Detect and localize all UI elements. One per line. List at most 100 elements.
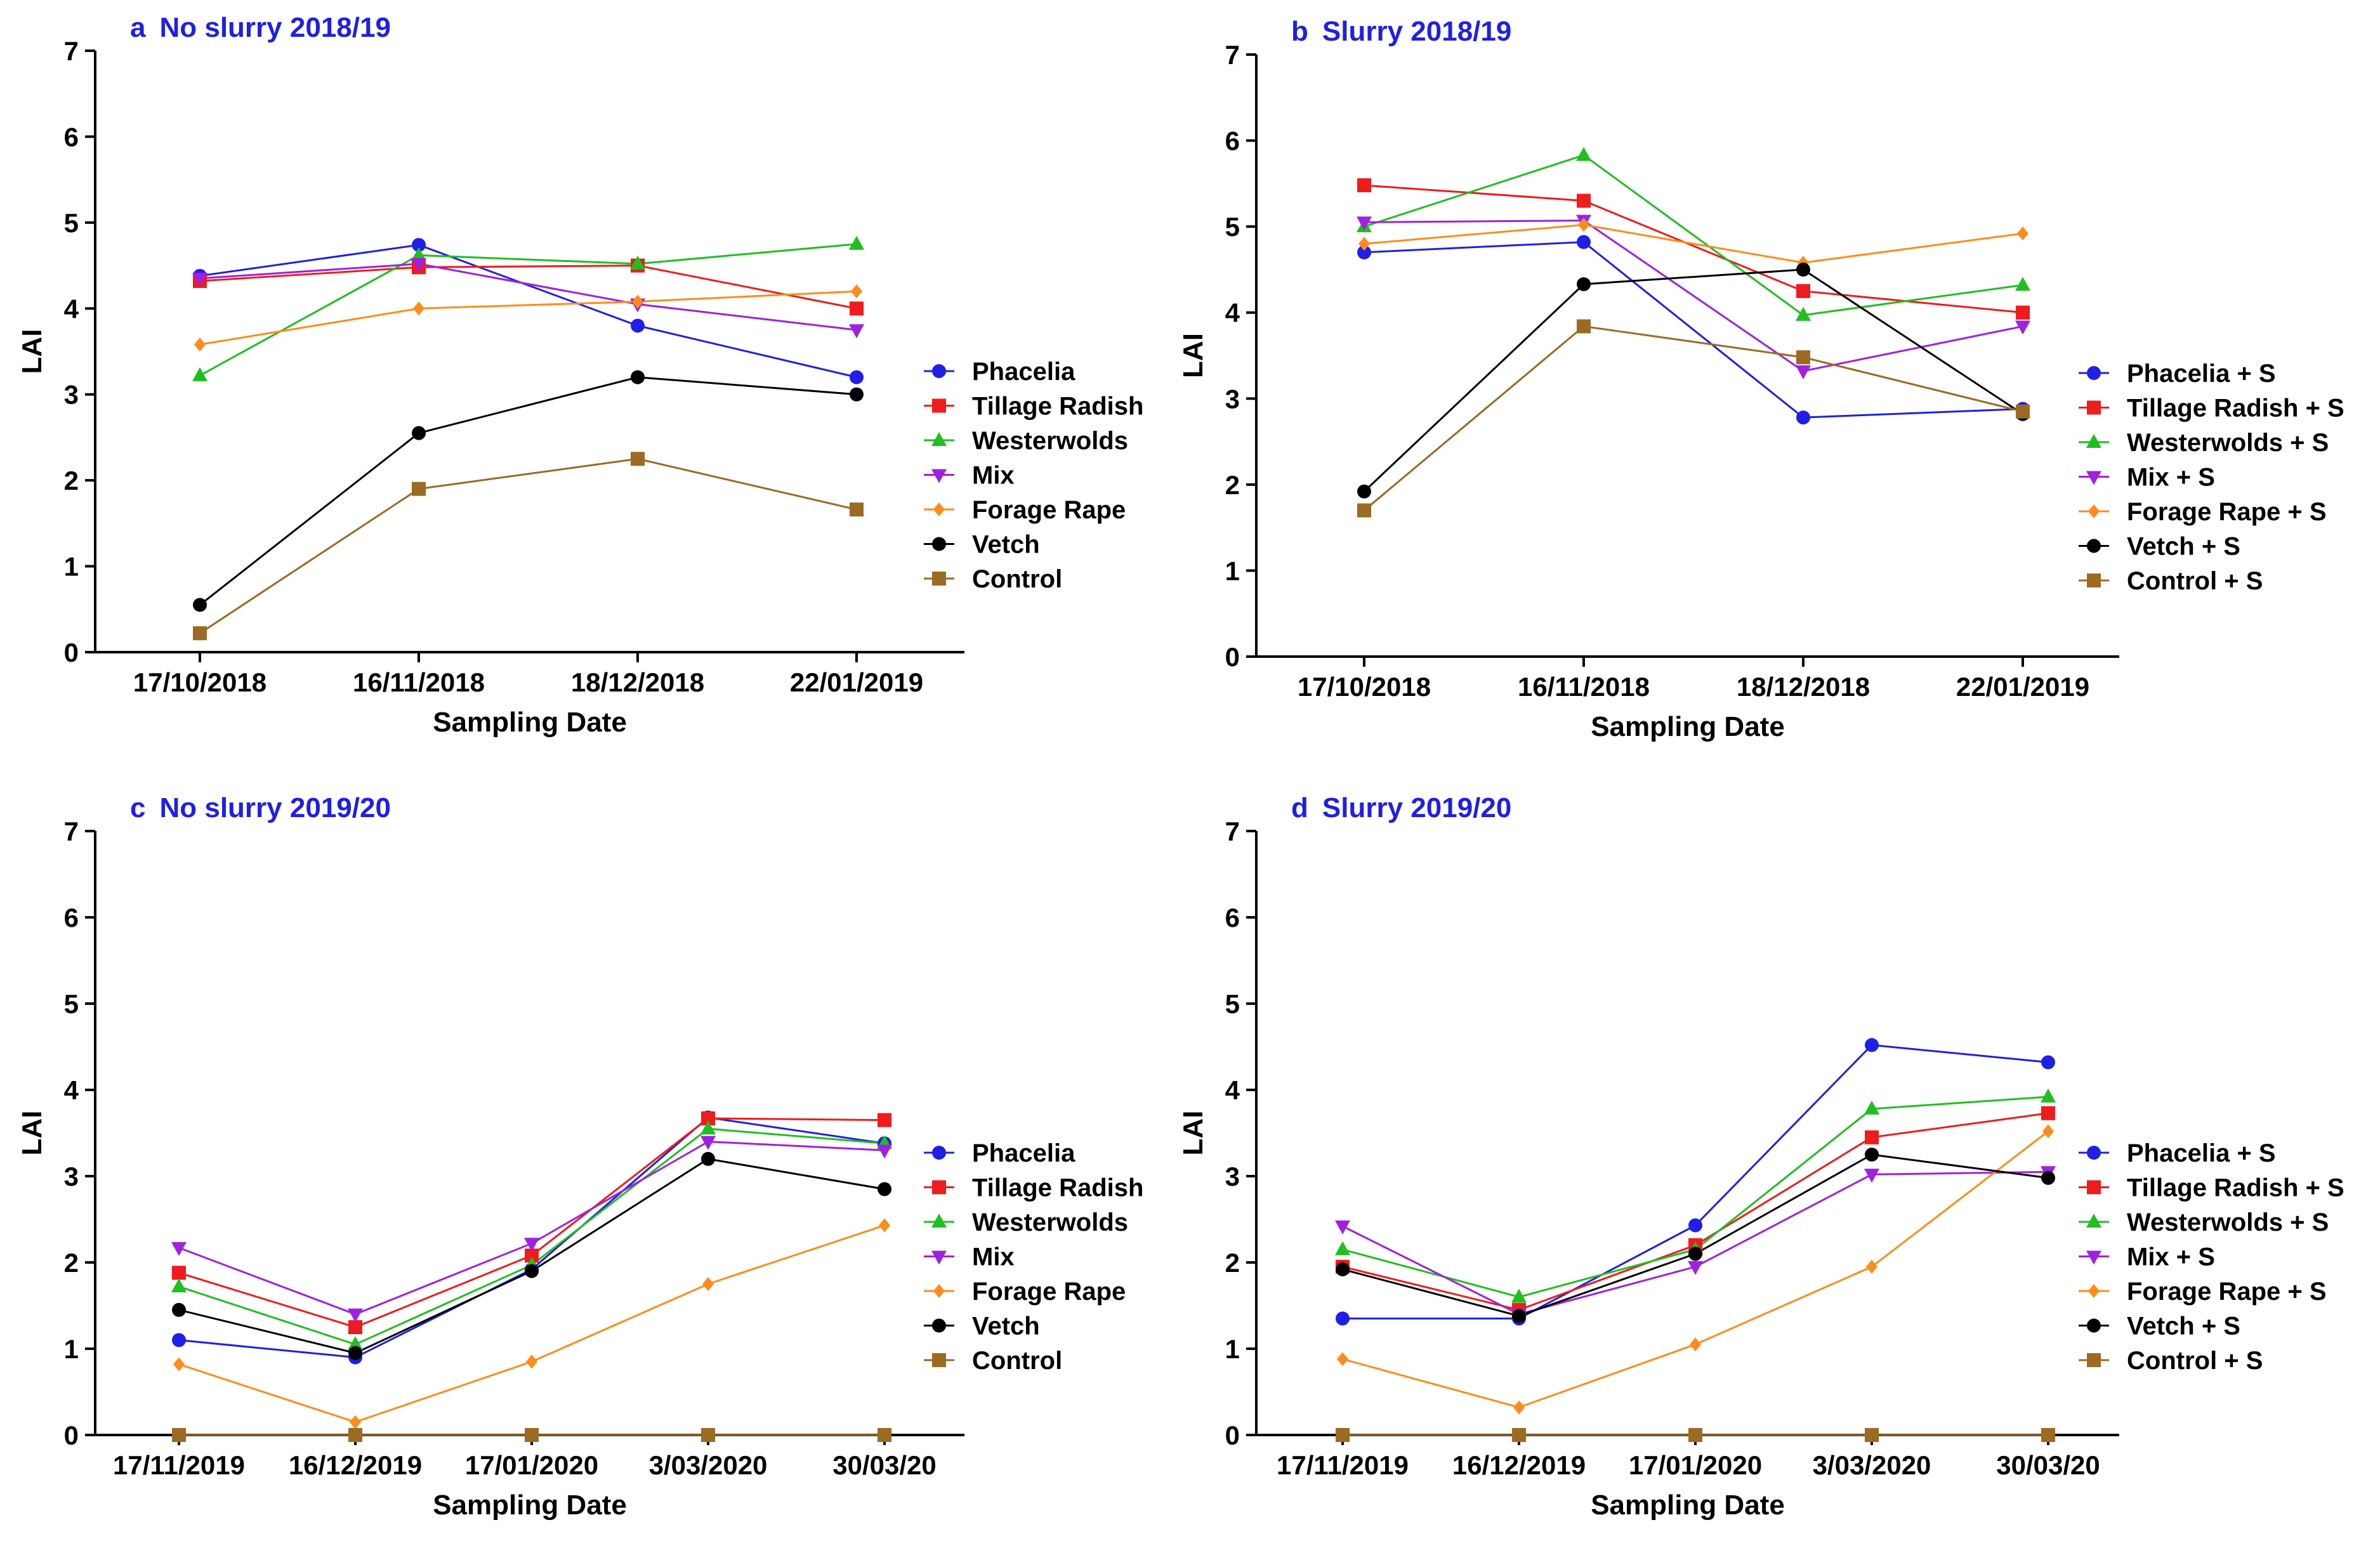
- legend-label: Phacelia + S: [2127, 360, 2276, 388]
- x-tick-label: 16/12/2019: [1452, 1450, 1586, 1480]
- data-point: [878, 1182, 891, 1196]
- legend-item: Mix + S: [2079, 464, 2215, 492]
- y-tick-label: 0: [1225, 642, 1240, 672]
- y-tick-label: 7: [64, 816, 79, 846]
- series-line-vetch-s: [1363, 268, 2023, 492]
- series-line-tillage-radish: [199, 265, 857, 310]
- legend-marker: [2087, 1353, 2101, 1367]
- legend-item: Mix: [924, 1243, 1015, 1271]
- data-point: [1358, 237, 1370, 251]
- data-point: [1357, 503, 1371, 518]
- legend-marker: [2087, 1146, 2101, 1160]
- data-point: [1865, 1038, 1879, 1052]
- legend-item: Control + S: [2079, 567, 2263, 595]
- legend-label: Forage Rape + S: [2127, 1278, 2327, 1306]
- data-point: [412, 238, 426, 252]
- y-tick-label: 3: [1225, 1162, 1240, 1191]
- x-tick-label: 16/12/2019: [289, 1450, 422, 1480]
- series-line-tillage-radish: [178, 1117, 885, 1328]
- series-line-westerwolds: [199, 243, 857, 377]
- data-point: [172, 1333, 186, 1347]
- data-point: [850, 502, 864, 517]
- x-tick-label: 17/10/2018: [133, 667, 266, 697]
- y-axis-title: LAI: [1178, 1111, 1209, 1156]
- panel-title: a No slurry 2018/19: [130, 12, 391, 43]
- legend-marker: [932, 1318, 946, 1333]
- series-line-control-s: [1364, 325, 2023, 511]
- chart-panel-c: c No slurry 2019/20 0 1 2 3 4 5 6 7 17/11/2019 16/1…: [16, 792, 1143, 1521]
- series-line-westerwolds: [178, 1127, 885, 1346]
- data-point: [348, 1336, 363, 1351]
- legend-item: Tillage Radish + S: [2079, 1174, 2344, 1202]
- legend-label: Vetch + S: [2127, 533, 2240, 561]
- panel-letter: b: [1291, 16, 1308, 47]
- legend-label: Forage Rape: [972, 1278, 1126, 1306]
- series-line-mix: [178, 1141, 885, 1316]
- data-point: [1577, 193, 1591, 208]
- x-axis-title: Sampling Date: [1591, 711, 1785, 742]
- data-point: [1796, 365, 1811, 379]
- legend-label: Vetch: [972, 1313, 1040, 1340]
- x-axis-title: Sampling Date: [1591, 1490, 1785, 1521]
- legend-item: Westerwolds: [924, 1209, 1128, 1236]
- legend-marker: [931, 469, 947, 483]
- data-point: [1796, 306, 1811, 321]
- data-point: [2016, 305, 2030, 320]
- data-point: [1866, 1259, 1877, 1274]
- legend-item: Mix: [924, 462, 1015, 490]
- data-point: [1576, 147, 1591, 161]
- legend-item: Forage Rape: [924, 1278, 1126, 1306]
- x-axis-title: Sampling Date: [433, 1490, 627, 1521]
- data-point: [2041, 1170, 2055, 1185]
- legend-label: Tillage Radish + S: [2127, 395, 2344, 423]
- data-point: [2015, 320, 2030, 335]
- x-tick-label: 16/11/2018: [1518, 672, 1650, 702]
- data-point: [1513, 1400, 1525, 1415]
- legend-item: Westerwolds: [924, 427, 1128, 455]
- y-tick-label: 6: [1225, 903, 1240, 933]
- legend-item: Vetch: [924, 531, 1040, 559]
- legend-label: Phacelia + S: [2127, 1139, 2276, 1167]
- legend-marker: [932, 537, 946, 551]
- y-tick-label: 4: [1225, 1075, 1240, 1105]
- legend-marker: [2087, 400, 2101, 415]
- legend-item: Control: [924, 565, 1062, 593]
- data-point: [701, 1428, 715, 1442]
- legend-item: Westerwolds + S: [2079, 1209, 2329, 1236]
- data-point: [348, 1308, 363, 1323]
- y-tick-label: 6: [1225, 126, 1240, 156]
- data-point: [1865, 1148, 1879, 1162]
- data-point: [172, 1266, 186, 1280]
- series-line-tillage-radish-s: [1364, 184, 2023, 314]
- panel-title-text: Slurry 2018/19: [1322, 16, 1511, 47]
- data-point: [1357, 216, 1372, 231]
- data-point: [1336, 1428, 1350, 1442]
- y-tick-label: 4: [64, 1075, 79, 1105]
- legend-label: Phacelia: [972, 1139, 1075, 1167]
- series-line-vetch: [199, 376, 857, 606]
- legend-item: Phacelia: [924, 358, 1075, 386]
- data-point: [525, 1248, 539, 1263]
- legend-label: Tillage Radish: [972, 393, 1143, 421]
- legend-label: Mix: [972, 462, 1015, 490]
- x-axis-title: Sampling Date: [433, 707, 627, 738]
- data-point: [1865, 1428, 1879, 1442]
- y-tick-label: 2: [1225, 470, 1240, 500]
- y-tick-label: 3: [64, 380, 79, 410]
- x-tick-label: 22/01/2019: [790, 667, 923, 697]
- series-line-mix-s: [1364, 220, 2023, 372]
- data-point: [173, 1357, 185, 1372]
- data-point: [2041, 1428, 2055, 1442]
- data-point: [1357, 178, 1371, 193]
- data-point: [701, 1111, 715, 1125]
- data-point: [525, 1264, 539, 1278]
- data-point: [2041, 1106, 2055, 1120]
- legend-label: Westerwolds + S: [2127, 429, 2329, 457]
- legend-marker: [2086, 471, 2101, 485]
- panel-title-text: No slurry 2019/20: [159, 792, 390, 823]
- data-point: [1688, 1218, 1702, 1233]
- data-point: [194, 337, 206, 352]
- legend-marker: [932, 398, 946, 413]
- panel-letter: d: [1291, 792, 1308, 823]
- data-point: [412, 482, 426, 496]
